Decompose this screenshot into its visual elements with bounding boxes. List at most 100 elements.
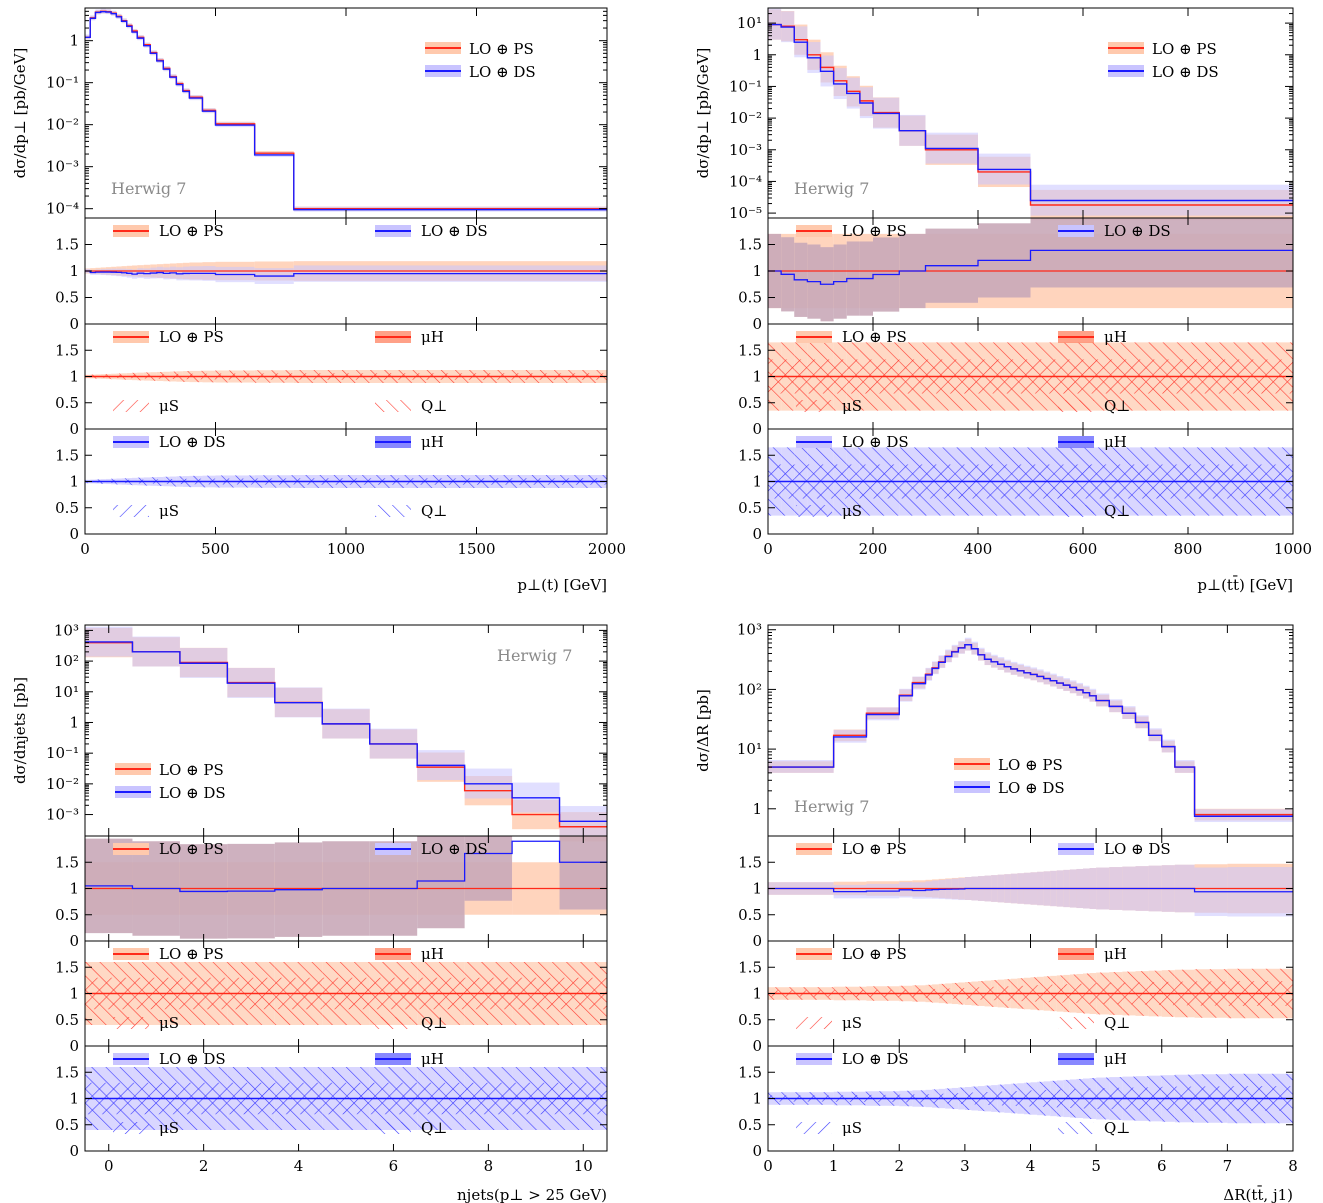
ratio-legend-entry: LO ⊕ PS (159, 328, 224, 346)
ratio-panel-2: 0 0.5 1 1.5 LO ⊕ PS μH μS Q⊥ (738, 323, 1294, 438)
legend-entry: LO ⊕ DS (469, 63, 536, 81)
x-tick-label: 1000 (327, 540, 365, 558)
ratio-y-tick-label: 0 (69, 1037, 79, 1055)
ratio-panel-1: 0 0.5 1 1.5 LO ⊕ PS LO ⊕ DS (55, 835, 608, 950)
ratio-y-tick-label: 0.5 (55, 1011, 79, 1029)
x-axis-label: p⊥(t) [GeV] (517, 576, 607, 594)
y-tick-label: 10⁻² (729, 109, 762, 127)
ps-histogram-line (768, 23, 1293, 206)
ratio-y-tick-label: 0 (69, 1142, 79, 1160)
ratio-legend-hatch (375, 1017, 411, 1029)
ratio-ds-line (85, 840, 607, 893)
ratio-legend-entry: μH (1104, 945, 1127, 963)
x-tick-label: 2 (199, 1157, 209, 1175)
ratio-legend-entry: Q⊥ (421, 1119, 447, 1137)
ratio-y-tick-label: 0.5 (738, 499, 762, 517)
y-tick-label: 10⁻³ (46, 158, 79, 176)
ratio-legend-entry: Q⊥ (1104, 1014, 1130, 1032)
ratio-y-tick-label: 1 (69, 262, 79, 280)
ratio-y-tick-label: 1 (752, 473, 762, 491)
ratio-legend-entry: μH (421, 1050, 444, 1068)
ratio-y-tick-label: 1 (69, 473, 79, 491)
ratio-legend-entry: LO ⊕ PS (159, 945, 224, 963)
ratio-y-tick-label: 1 (752, 985, 762, 1003)
y-tick-label: 1 (752, 800, 762, 818)
ratio-y-tick-label: 1.5 (55, 446, 79, 464)
herwig-label: Herwig 7 (497, 646, 572, 665)
legend-entry: LO ⊕ PS (159, 761, 224, 779)
y-tick-label: 10¹ (737, 740, 762, 758)
ratio-legend-entry: LO ⊕ PS (159, 222, 224, 240)
ratio-y-tick-label: 1.5 (738, 1063, 762, 1081)
ratio-legend-entry: LO ⊕ DS (1104, 840, 1171, 858)
y-tick-label: 10⁻³ (729, 141, 762, 159)
ratio-legend-entry: μS (159, 1119, 179, 1137)
legend-entry: LO ⊕ DS (159, 784, 226, 802)
ratio-ds-band (559, 836, 607, 910)
ratio-y-tick-label: 1 (69, 985, 79, 1003)
ratio-y-tick-label: 1 (69, 1090, 79, 1108)
x-tick-label: 7 (1223, 1157, 1233, 1175)
ratio-legend-entry: μS (159, 502, 179, 520)
ratio-panel-2: 0 0.5 1 1.5 LO ⊕ PS μH μS Q⊥ (738, 940, 1294, 1055)
ratio-legend-entry: LO ⊕ DS (842, 1050, 909, 1068)
ratio-y-tick-label: 0.5 (738, 906, 762, 924)
y-tick-label: 1 (69, 32, 79, 50)
y-tick-label: 10⁻² (46, 775, 79, 793)
x-axis-label: njets(p⊥ > 25 GeV) (457, 1186, 607, 1203)
ratio-legend-entry: μH (1104, 433, 1127, 451)
ratio-y-tick-label: 0 (752, 315, 762, 333)
ratio-y-tick-label: 0 (69, 315, 79, 333)
herwig-label: Herwig 7 (111, 179, 186, 198)
ratio-y-tick-label: 1.5 (738, 341, 762, 359)
ratio-panel-1: 0 0.5 1 1.5 LO ⊕ PS LO ⊕ DS (738, 835, 1294, 950)
y-tick-label: 10² (54, 652, 79, 670)
ratio-legend-hatch (796, 505, 832, 517)
x-axis-label: ΔR(tt̄, j1) (1223, 1186, 1293, 1203)
y-axis-label: dσ/ΔR [pb] (694, 689, 712, 772)
ratio-legend-hatch (375, 1122, 411, 1134)
legend-entry: LO ⊕ DS (998, 779, 1065, 797)
ratio-y-tick-label: 0.5 (738, 1011, 762, 1029)
ratio-y-tick-label: 0.5 (738, 1116, 762, 1134)
x-tick-label: 600 (1069, 540, 1098, 558)
ratio-y-tick-label: 1 (752, 262, 762, 280)
y-axis-label: dσ/dnjets [pb] (11, 677, 29, 784)
x-tick-label: 1000 (1274, 540, 1312, 558)
x-tick-label: 800 (1174, 540, 1203, 558)
chart-njets: 10⁻³ 10⁻² 10⁻¹ 1 10¹ 10² 10³ Herwig 7 LO ⊕ PS LO … (11, 621, 608, 1203)
y-tick-label: 10¹ (54, 683, 79, 701)
ratio-y-tick-label: 1.5 (55, 236, 79, 254)
ds-histogram-line (768, 644, 1293, 817)
ratio-panel-1: 0 0.5 1 1.5 LO ⊕ PS LO ⊕ DS (738, 217, 1294, 333)
y-tick-label: 1 (752, 46, 762, 64)
chart-pt_t: 10⁻⁴ 10⁻³ 10⁻² 10⁻¹ 1 Herwig 7 LO ⊕ PS LO ⊕ DS d… (11, 7, 626, 594)
ratio-y-tick-label: 0 (752, 1037, 762, 1055)
x-tick-label: 1 (829, 1157, 839, 1175)
y-tick-label: 10⁻⁵ (729, 204, 762, 222)
x-tick-label: 8 (1288, 1157, 1298, 1175)
ratio-y-tick-label: 1 (752, 880, 762, 898)
ratio-legend-entry: μS (842, 1014, 862, 1032)
x-tick-label: 5 (1091, 1157, 1101, 1175)
ratio-panel-2: 0 0.5 1 1.5 LO ⊕ PS μH μS Q⊥ (55, 940, 608, 1055)
x-tick-label: 8 (484, 1157, 494, 1175)
ratio-panel-3: 0 0.5 1 1.5 LO ⊕ DS μH μS Q⊥ (738, 1045, 1294, 1160)
ratio-legend-entry: LO ⊕ PS (842, 945, 907, 963)
ratio-legend-entry: LO ⊕ DS (421, 222, 488, 240)
y-tick-label: 1 (69, 713, 79, 731)
x-tick-label: 4 (294, 1157, 304, 1175)
ratio-legend-hatch (113, 1017, 149, 1029)
ratio-legend-entry: μS (842, 397, 862, 415)
ratio-y-tick-label: 0.5 (738, 394, 762, 412)
ratio-y-tick-label: 1 (752, 1090, 762, 1108)
x-tick-label: 4 (1026, 1157, 1036, 1175)
ratio-y-tick-label: 0.5 (55, 394, 79, 412)
ratio-legend-entry: LO ⊕ PS (842, 840, 907, 858)
ratio-panel-3: 0 0.5 1 1.5 LO ⊕ DS μH μS Q⊥ (738, 428, 1294, 543)
x-tick-label: 3 (960, 1157, 970, 1175)
x-tick-label: 10 (574, 1157, 593, 1175)
ratio-panel-3: 0 0.5 1 1.5 LO ⊕ DS μH μS Q⊥ (55, 1045, 608, 1160)
herwig-label: Herwig 7 (794, 179, 869, 198)
ratio-y-tick-label: 1.5 (738, 236, 762, 254)
